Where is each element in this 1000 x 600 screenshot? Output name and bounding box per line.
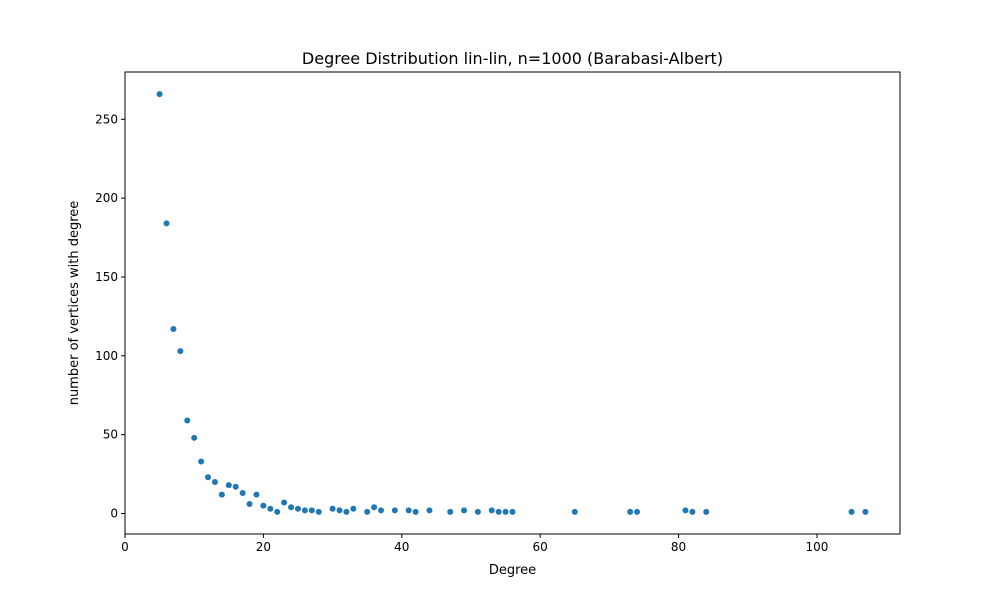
- x-tick-label: 100: [806, 540, 829, 554]
- data-point: [294, 505, 301, 512]
- data-points: [156, 91, 869, 515]
- data-point: [274, 508, 281, 515]
- data-point: [447, 508, 454, 515]
- data-point: [634, 508, 641, 515]
- data-point: [281, 499, 288, 506]
- data-point: [191, 434, 198, 441]
- x-tick-label: 20: [256, 540, 271, 554]
- data-point: [246, 501, 253, 508]
- plot-area-frame: [124, 71, 901, 535]
- x-tick-label: 40: [394, 540, 409, 554]
- x-tick-label: 0: [121, 540, 129, 554]
- data-point: [495, 508, 502, 515]
- data-point: [364, 508, 371, 515]
- data-point: [218, 491, 225, 498]
- data-point: [502, 508, 509, 515]
- data-point: [627, 508, 634, 515]
- data-point: [371, 504, 378, 511]
- data-point: [288, 504, 295, 511]
- data-point: [211, 478, 218, 485]
- data-point: [336, 507, 343, 514]
- data-point: [682, 507, 689, 514]
- y-tick-label: 50: [103, 428, 118, 442]
- data-point: [232, 483, 239, 490]
- data-point: [198, 458, 205, 465]
- y-tick-label: 200: [95, 191, 118, 205]
- y-tick-label: 100: [95, 349, 118, 363]
- data-point: [170, 326, 177, 333]
- data-point: [426, 507, 433, 514]
- data-point: [329, 505, 336, 512]
- data-point: [267, 505, 274, 512]
- x-tick-label: 80: [671, 540, 686, 554]
- data-point: [239, 490, 246, 497]
- data-point: [571, 508, 578, 515]
- data-point: [412, 508, 419, 515]
- data-point: [225, 482, 232, 489]
- data-point: [378, 507, 385, 514]
- data-point: [461, 507, 468, 514]
- data-point: [703, 508, 710, 515]
- x-axis-label: Degree: [489, 563, 536, 578]
- data-point: [862, 508, 869, 515]
- data-point: [488, 507, 495, 514]
- y-tick-label: 0: [110, 507, 118, 521]
- chart-title: Degree Distribution lin-lin, n=1000 (Bar…: [302, 49, 723, 68]
- data-point: [177, 348, 184, 355]
- y-axis-ticks: 0 50 100 150 200 250: [95, 112, 125, 521]
- data-point: [350, 505, 357, 512]
- data-point: [405, 507, 412, 514]
- data-point: [156, 91, 163, 98]
- y-axis-label: number of vertices with degree: [67, 201, 82, 406]
- data-point: [509, 508, 516, 515]
- data-point: [260, 502, 267, 509]
- data-point: [301, 507, 308, 514]
- data-point: [308, 507, 315, 514]
- data-point: [253, 491, 260, 498]
- x-tick-label: 60: [533, 540, 548, 554]
- data-point: [315, 508, 322, 515]
- data-point: [163, 220, 170, 227]
- data-point: [205, 474, 212, 481]
- y-tick-label: 250: [95, 112, 118, 126]
- data-point: [474, 508, 481, 515]
- data-point: [848, 508, 855, 515]
- data-point: [391, 507, 398, 514]
- data-point: [689, 508, 696, 515]
- data-point: [184, 417, 191, 424]
- data-point: [343, 508, 350, 515]
- x-axis-ticks: 0 20 40 60 80 100: [121, 534, 828, 554]
- y-tick-label: 150: [95, 270, 118, 284]
